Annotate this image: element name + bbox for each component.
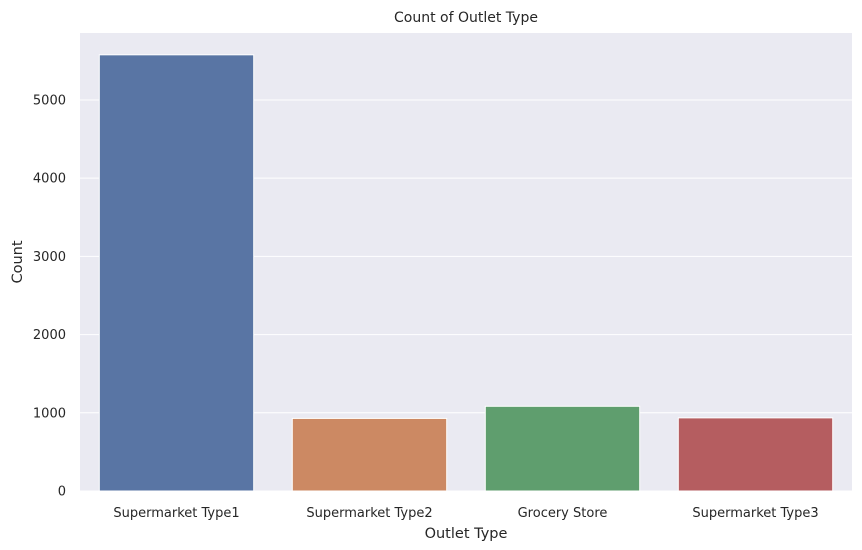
chart-title: Count of Outlet Type (394, 10, 538, 26)
x-tick-label: Supermarket Type3 (692, 506, 818, 521)
x-tick-label: Supermarket Type1 (113, 506, 239, 521)
x-tick-label: Grocery Store (518, 506, 608, 521)
y-tick-label: 3000 (33, 250, 66, 265)
bar-grocery-store (484, 405, 641, 492)
y-tick-label: 5000 (33, 93, 66, 108)
y-tick-label: 4000 (33, 172, 66, 187)
y-tick-label: 2000 (33, 328, 66, 343)
bar-supermarket-type1 (98, 54, 255, 492)
bars (98, 54, 834, 492)
y-tick-labels: 0 1000 2000 3000 4000 5000 (33, 93, 66, 499)
x-axis-label: Outlet Type (425, 526, 508, 542)
bar-supermarket-type3 (677, 417, 834, 492)
y-tick-label: 1000 (33, 406, 66, 421)
y-axis-label: Count (10, 240, 26, 283)
x-tick-label: Supermarket Type2 (306, 506, 432, 521)
y-tick-label: 0 (58, 485, 66, 500)
bar-supermarket-type2 (291, 417, 448, 492)
x-tick-labels: Supermarket Type1 Supermarket Type2 Grocer… (113, 506, 818, 521)
